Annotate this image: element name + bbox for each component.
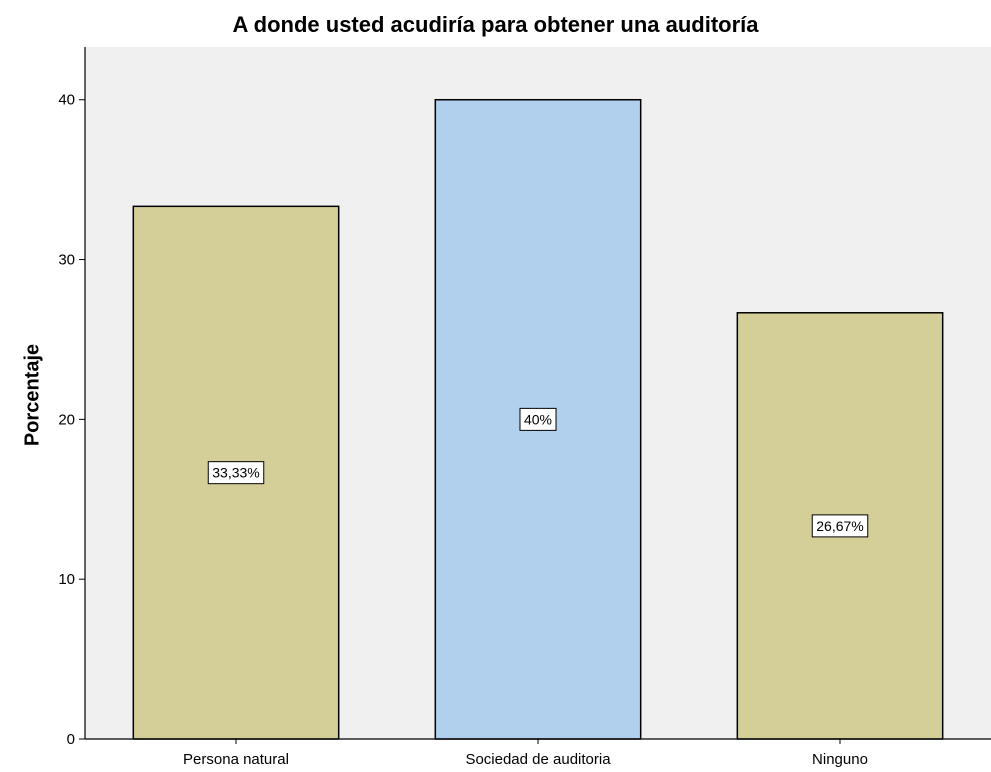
data-label-text: 40% [524,411,552,427]
data-label-text: 26,67% [816,518,863,534]
data-label-ninguno: 26,67% [811,514,869,538]
y-tick-label-30: 30 [58,252,75,269]
data-label-persona-natural: 33,33% [207,461,265,485]
y-ticks-group: 0 10 20 30 40 [58,92,85,748]
data-label-box [811,514,869,538]
y-tick-label-0: 0 [67,731,75,748]
data-label-text: 33,33% [212,465,259,481]
x-ticks-group: Persona natural Sociedad de auditoria Ning… [183,739,868,768]
x-tick-label-persona-natural: Persona natural [183,751,289,768]
chart-title: A donde usted acudiría para obtener una … [232,12,759,37]
data-label-sociedad-de-auditoria: 40% [519,407,557,431]
x-tick-label-sociedad-de-auditoria: Sociedad de auditoria [465,751,611,768]
data-labels-group: 33,33% 40% 26,67% [207,407,869,538]
y-tick-label-20: 20 [58,411,75,428]
bars-group [132,98,944,740]
x-tick-label-ninguno: Ninguno [812,751,868,768]
data-label-box [519,407,557,431]
y-tick-label-10: 10 [58,571,75,588]
data-label-box [207,461,265,485]
y-tick-label-40: 40 [58,92,75,109]
